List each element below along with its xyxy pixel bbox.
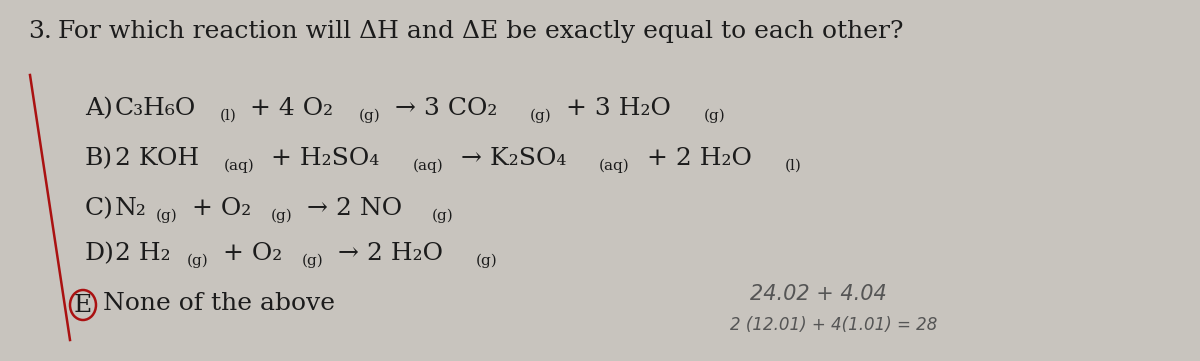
Text: For which reaction will ΔH and ΔE be exactly equal to each other?: For which reaction will ΔH and ΔE be exa…	[58, 20, 904, 43]
Text: 2 KOH: 2 KOH	[115, 147, 199, 170]
Text: (l): (l)	[220, 109, 236, 123]
Text: + O₂: + O₂	[215, 242, 282, 265]
Text: + 4 O₂: + 4 O₂	[241, 97, 332, 120]
Text: (aq): (aq)	[223, 158, 254, 173]
Text: (g): (g)	[301, 254, 323, 268]
Text: A): A)	[85, 97, 113, 120]
Text: (g): (g)	[432, 209, 454, 223]
Text: E: E	[74, 293, 92, 317]
Text: (g): (g)	[475, 254, 497, 268]
Text: (g): (g)	[703, 109, 725, 123]
Text: + 3 H₂O: + 3 H₂O	[558, 97, 671, 120]
Text: (aq): (aq)	[413, 158, 444, 173]
Text: (aq): (aq)	[599, 158, 630, 173]
Text: 2 H₂: 2 H₂	[115, 242, 170, 265]
Text: D): D)	[85, 242, 115, 265]
Text: N₂: N₂	[115, 197, 146, 220]
Text: + O₂: + O₂	[184, 197, 252, 220]
Text: (g): (g)	[359, 109, 380, 123]
Text: C₃H₆O: C₃H₆O	[115, 97, 197, 120]
Text: (g): (g)	[529, 109, 552, 123]
Text: → 3 CO₂: → 3 CO₂	[388, 97, 498, 120]
Text: (l): (l)	[785, 159, 802, 173]
Text: (g): (g)	[187, 254, 209, 268]
Text: (g): (g)	[271, 209, 293, 223]
Text: → 2 H₂O: → 2 H₂O	[330, 242, 443, 265]
Text: → 2 NO: → 2 NO	[299, 197, 402, 220]
Text: 2 (12.01) + 4(1.01) = 28: 2 (12.01) + 4(1.01) = 28	[730, 316, 937, 334]
Text: 3.: 3.	[28, 20, 52, 43]
Text: + H₂SO₄: + H₂SO₄	[263, 147, 379, 170]
Text: B): B)	[85, 147, 113, 170]
Text: (g): (g)	[156, 209, 178, 223]
Text: 24.02 + 4.04: 24.02 + 4.04	[750, 284, 887, 304]
Text: C): C)	[85, 197, 114, 220]
Text: None of the above: None of the above	[103, 292, 335, 315]
Text: → K₂SO₄: → K₂SO₄	[452, 147, 566, 170]
Text: + 2 H₂O: + 2 H₂O	[638, 147, 751, 170]
